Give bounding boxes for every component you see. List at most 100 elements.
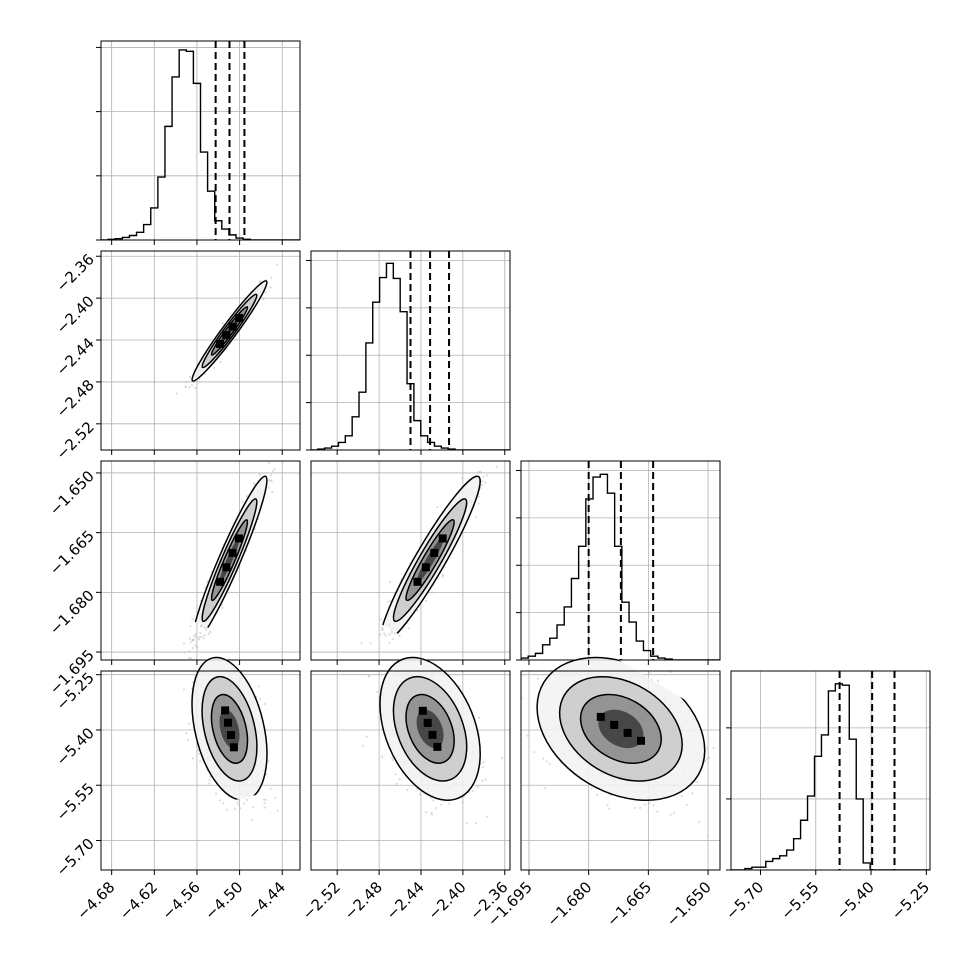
sample-point xyxy=(183,651,186,654)
sample-point xyxy=(540,632,542,634)
density-peak-bin xyxy=(421,563,430,572)
sample-point xyxy=(484,778,487,781)
sample-point xyxy=(721,749,723,751)
scatter-panel-1-0 xyxy=(100,250,301,451)
sample-point xyxy=(218,799,222,802)
sample-point xyxy=(212,654,214,656)
sample-point xyxy=(382,628,385,631)
sample-point xyxy=(360,642,363,645)
sample-point xyxy=(436,506,439,509)
sample-point xyxy=(387,600,390,603)
sample-point xyxy=(194,644,197,647)
sample-point xyxy=(200,635,203,638)
sample-point xyxy=(732,730,734,732)
panel-frame xyxy=(310,670,511,871)
density-peak-bin xyxy=(228,322,237,331)
sample-point xyxy=(395,782,398,786)
density-peak-bin xyxy=(216,577,225,586)
sample-point xyxy=(178,682,180,684)
sample-point xyxy=(237,803,240,807)
sample-point xyxy=(198,636,201,639)
density-peak-bin xyxy=(234,534,243,543)
sample-point xyxy=(425,811,428,814)
sample-point xyxy=(685,803,688,806)
scatter-panel-3-0 xyxy=(100,638,301,871)
sample-point xyxy=(379,618,383,621)
sample-point xyxy=(197,749,200,752)
density-peak-bin xyxy=(423,718,432,727)
sample-point xyxy=(194,386,197,389)
sample-point xyxy=(407,627,410,630)
sample-point xyxy=(188,656,191,660)
sample-point xyxy=(441,573,445,577)
hist-panel-3 xyxy=(726,670,931,871)
sample-point xyxy=(219,360,222,364)
density-peak-bin xyxy=(229,743,238,752)
sample-point xyxy=(391,756,394,759)
sample-point xyxy=(376,690,379,693)
sample-point xyxy=(191,681,195,684)
panel-frame xyxy=(100,250,301,451)
density-peak-bin xyxy=(224,718,232,727)
hist-panel-2 xyxy=(516,460,721,661)
sample-point xyxy=(393,632,397,635)
histogram-step-line xyxy=(731,683,930,870)
sample-point xyxy=(268,479,271,482)
density-peak-bin xyxy=(428,730,437,739)
sample-point xyxy=(542,757,545,760)
sample-point xyxy=(191,647,194,650)
sample-point xyxy=(197,638,200,641)
sample-point xyxy=(430,811,433,814)
sample-point xyxy=(269,787,272,790)
sample-point xyxy=(221,606,224,610)
density-contour-3 xyxy=(219,537,240,583)
density-contour-3 xyxy=(416,709,444,749)
sample-point xyxy=(425,599,428,602)
sample-point xyxy=(193,634,196,637)
sample-point xyxy=(271,470,274,473)
sample-point xyxy=(203,634,206,637)
sample-point xyxy=(416,609,419,612)
sample-point xyxy=(435,807,438,810)
sample-point xyxy=(388,633,391,636)
sample-point xyxy=(394,773,397,776)
sample-point xyxy=(241,667,243,669)
sample-point xyxy=(458,685,461,688)
scatter-panel-2-0 xyxy=(100,460,301,684)
sample-point xyxy=(259,280,262,283)
sample-point xyxy=(406,788,409,792)
sample-point xyxy=(263,798,266,801)
sample-point xyxy=(175,392,178,395)
sample-point xyxy=(369,642,372,645)
sample-point xyxy=(257,638,259,640)
sample-point xyxy=(398,778,401,781)
sample-point xyxy=(184,385,187,388)
sample-point xyxy=(199,631,202,634)
sample-point xyxy=(465,822,468,825)
sample-point xyxy=(212,366,215,369)
sample-point xyxy=(388,655,390,657)
sample-point xyxy=(461,801,464,804)
sample-point xyxy=(398,634,401,637)
sample-point xyxy=(194,664,196,666)
sample-point xyxy=(245,798,248,802)
sample-point xyxy=(262,298,265,301)
sample-point xyxy=(478,495,481,498)
scatter-panel-3-2 xyxy=(520,632,734,871)
density-peak-bin xyxy=(418,706,427,715)
sample-point xyxy=(596,793,599,796)
density-peak-bin xyxy=(235,314,244,322)
sample-point xyxy=(608,807,611,811)
sample-point xyxy=(477,716,481,720)
sample-point xyxy=(706,835,709,838)
sample-point xyxy=(189,641,192,644)
sample-point xyxy=(190,384,194,387)
sample-point xyxy=(482,766,485,769)
sample-point xyxy=(276,263,279,267)
sample-point xyxy=(367,675,370,678)
sample-point xyxy=(481,480,484,483)
sample-point xyxy=(478,470,481,473)
sample-point xyxy=(219,654,221,656)
sample-point xyxy=(263,802,266,805)
sample-point xyxy=(259,697,262,701)
